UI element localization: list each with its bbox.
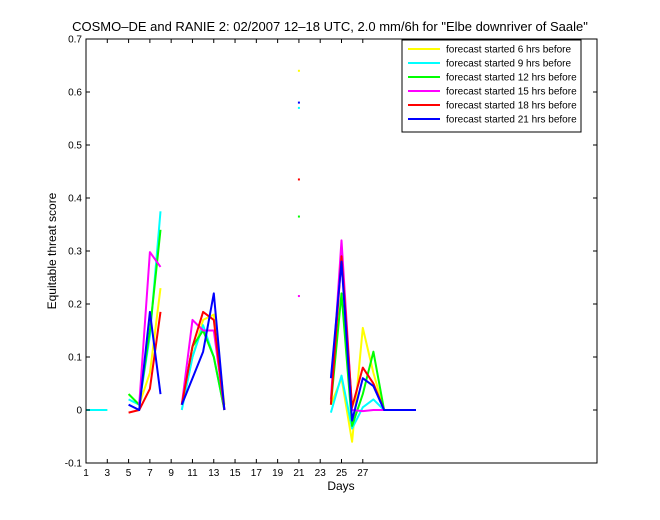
x-tick-label: 11: [187, 468, 198, 479]
x-tick-label: 21: [293, 468, 305, 479]
y-tick-label: 0.4: [68, 194, 82, 205]
axes: 1 3 5 7 9 11 13 15 17 19 21 23 25 27-0.100.10.20.30.4…: [65, 35, 597, 479]
series-6-line-segment-3: [329, 260, 416, 422]
x-axis-label: Days: [327, 479, 354, 493]
x-tick-label: 23: [315, 468, 327, 479]
y-tick-label: -0.1: [65, 459, 83, 470]
y-tick-label: 0.7: [68, 35, 82, 46]
plot-area: [86, 69, 416, 443]
series-6-line-segment-2: [180, 292, 226, 411]
x-tick-label: 13: [208, 468, 220, 479]
y-tick-label: 0.5: [68, 141, 82, 152]
series-5-line-segment-2: [180, 310, 226, 411]
series-4-line-segment-3: [329, 239, 385, 413]
legend-label-4: forecast started 15 hrs before: [446, 87, 577, 98]
series-3-line-segment-3: [329, 292, 386, 427]
legend-label-5: forecast started 18 hrs before: [446, 101, 577, 112]
chart-title: COSMO–DE and RANIE 2: 02/2007 12–18 UTC,…: [72, 19, 588, 34]
x-tick-label: 15: [229, 468, 241, 479]
legend-label-1: forecast started 6 hrs before: [446, 45, 572, 56]
legend-label-3: forecast started 12 hrs before: [446, 73, 577, 84]
y-axis-label: Equitable threat score: [45, 192, 59, 309]
y-tick-label: 0.2: [68, 300, 82, 311]
series-6-line-segment-1: [128, 310, 162, 411]
legend: forecast started 6 hrs before forecast st…: [401, 39, 582, 133]
x-tick-label: 5: [126, 468, 132, 479]
y-tick-label: 0.6: [68, 88, 82, 99]
series-4-line-segment-1: [138, 251, 162, 405]
y-tick-label: 0.3: [68, 247, 82, 258]
x-tick-label: 27: [357, 468, 369, 479]
y-tick-label: 0: [76, 406, 82, 417]
x-tick-label: 25: [336, 468, 348, 479]
x-tick-label: 19: [272, 468, 284, 479]
legend-box: [401, 39, 582, 133]
x-tick-label: 7: [147, 468, 153, 479]
legend-label-2: forecast started 9 hrs before: [446, 59, 572, 70]
legend-label-6: forecast started 21 hrs before: [446, 115, 577, 126]
x-tick-label: 1: [83, 468, 89, 479]
x-tick-label: 3: [105, 468, 111, 479]
series-2-line-segment-4: [329, 374, 385, 430]
x-tick-label: 9: [168, 468, 174, 479]
series-2-line-segment-2: [128, 211, 162, 406]
y-tick-label: 0.1: [68, 353, 82, 364]
x-tick-label: 17: [251, 468, 263, 479]
